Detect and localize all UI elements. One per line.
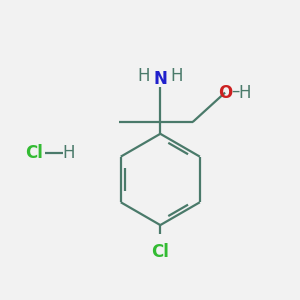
Text: H: H xyxy=(63,144,75,162)
Text: H: H xyxy=(238,84,250,102)
Text: H: H xyxy=(138,68,150,85)
Text: N: N xyxy=(153,70,167,88)
Text: O: O xyxy=(218,84,232,102)
Text: H: H xyxy=(170,68,183,85)
Text: Cl: Cl xyxy=(152,243,169,261)
Text: Cl: Cl xyxy=(25,144,43,162)
Text: –: – xyxy=(231,82,240,100)
